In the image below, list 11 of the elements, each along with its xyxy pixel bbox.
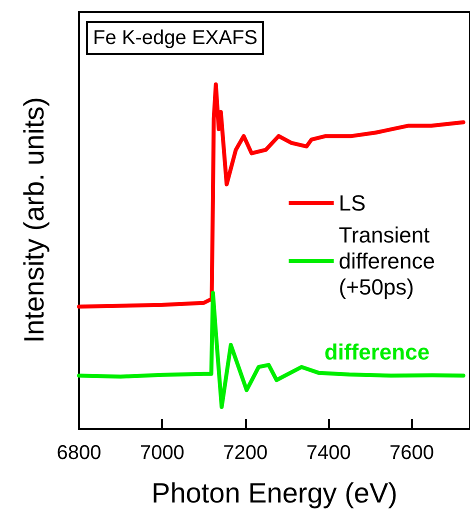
- legend-label: LS: [338, 190, 366, 216]
- x-tick-label: 7200: [223, 442, 268, 464]
- x-tick-label: 7000: [140, 442, 184, 464]
- annotation: difference: [324, 340, 430, 364]
- chart-title: Fe K-edge EXAFS: [93, 27, 258, 49]
- x-tick-label: 7400: [306, 442, 351, 464]
- legend-label: Transient difference (+50ps): [338, 222, 435, 300]
- x-tick-label: 6800: [56, 442, 102, 464]
- y-axis-title: Intensity (arb. units): [18, 97, 50, 343]
- x-tick-label: 7600: [390, 442, 434, 464]
- x-axis-title: Photon Energy (eV): [152, 478, 398, 508]
